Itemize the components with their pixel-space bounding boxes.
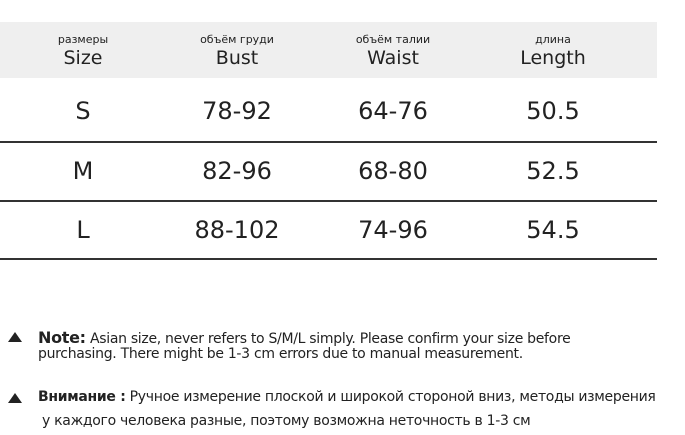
- note-icon: [8, 332, 22, 342]
- table-cell: 68-80: [358, 157, 428, 185]
- table-cell: L: [76, 216, 90, 244]
- row-divider: [0, 141, 657, 143]
- table-cell: 82-96: [202, 157, 272, 185]
- table-cell: 54.5: [526, 216, 580, 244]
- header-ru: объём талии: [355, 33, 431, 46]
- note-icon: [8, 393, 22, 403]
- note-text: у каждого человека разные, поэтому возмо…: [42, 413, 531, 429]
- header-en: Bust: [215, 47, 259, 69]
- table-cell: S: [75, 97, 91, 125]
- table-header: [0, 22, 657, 78]
- note-line: Note: Asian size, never refers to S/M/L …: [38, 328, 685, 347]
- note-text: Ручное измерение плоской и широкой сторо…: [129, 389, 656, 405]
- table-cell: 52.5: [526, 157, 580, 185]
- table-cell: 50.5: [526, 97, 580, 125]
- header-en: Waist: [367, 47, 419, 69]
- header-ru: длина: [535, 33, 571, 46]
- header-en: Size: [63, 47, 103, 69]
- row-divider: [0, 258, 657, 260]
- note-label: Внимание :: [38, 389, 126, 405]
- table-cell: 78-92: [202, 97, 272, 125]
- header-en: Length: [520, 47, 586, 69]
- header-ru: размеры: [57, 33, 109, 46]
- table-cell: 88-102: [194, 216, 280, 244]
- note-line: у каждого человека разные, поэтому возмо…: [42, 413, 685, 429]
- note-text: purchasing. There might be 1-3 cm errors…: [38, 346, 523, 362]
- row-divider: [0, 200, 657, 202]
- table-cell: 74-96: [358, 216, 428, 244]
- note-line: Внимание : Ручное измерение плоской и ши…: [38, 389, 685, 405]
- note-text: Asian size, never refers to S/M/L simply…: [89, 331, 571, 347]
- table-cell: M: [72, 157, 94, 185]
- table-cell: 64-76: [358, 97, 428, 125]
- note-label: Note:: [38, 328, 86, 347]
- header-ru: объём груди: [200, 33, 274, 46]
- note-line: purchasing. There might be 1-3 cm errors…: [38, 346, 685, 362]
